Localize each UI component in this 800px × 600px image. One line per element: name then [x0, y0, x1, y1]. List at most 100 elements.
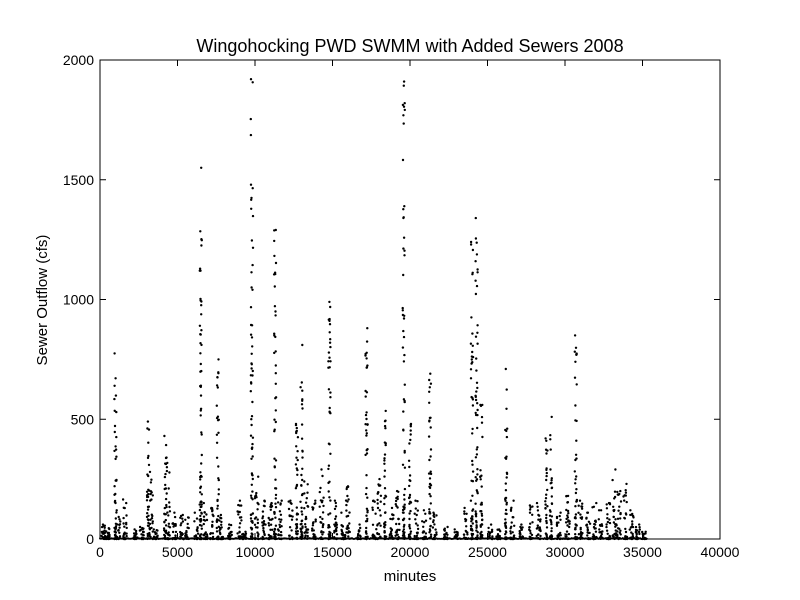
data-point	[290, 537, 294, 540]
data-point	[267, 533, 270, 537]
data-point	[574, 453, 578, 456]
data-point	[581, 502, 584, 505]
data-point	[594, 527, 597, 530]
data-point	[122, 534, 125, 537]
data-point	[573, 470, 576, 473]
data-point	[476, 271, 479, 274]
data-point	[471, 515, 474, 518]
data-point	[634, 530, 638, 534]
data-point	[550, 529, 553, 533]
data-point	[217, 477, 220, 480]
data-point	[617, 493, 620, 496]
data-point	[428, 390, 431, 393]
data-point	[215, 526, 218, 530]
data-point	[151, 494, 154, 497]
data-point	[403, 537, 407, 540]
data-point	[403, 487, 407, 491]
data-point	[443, 536, 447, 540]
data-point	[396, 497, 399, 501]
y-tick-label: 1500	[63, 172, 94, 188]
data-point	[474, 260, 477, 263]
data-point	[471, 432, 474, 435]
data-point	[250, 324, 254, 327]
data-point	[199, 394, 203, 397]
data-point	[313, 533, 316, 536]
data-point	[301, 449, 304, 452]
data-point	[403, 102, 406, 105]
data-point	[357, 537, 360, 540]
data-point	[273, 528, 277, 531]
data-point	[401, 306, 404, 310]
data-point	[429, 533, 433, 536]
data-point	[251, 455, 254, 458]
data-point	[513, 524, 516, 527]
data-point	[327, 490, 330, 493]
data-point	[125, 521, 128, 525]
data-point	[173, 537, 177, 541]
data-point	[262, 530, 266, 534]
data-point	[491, 537, 494, 541]
data-point	[575, 439, 578, 442]
data-point	[476, 386, 479, 390]
data-point	[575, 475, 578, 478]
data-point	[390, 534, 393, 538]
data-point	[151, 522, 154, 525]
data-point	[165, 466, 169, 469]
data-point	[199, 491, 202, 494]
data-point	[306, 537, 309, 540]
data-point	[327, 513, 330, 516]
data-point	[299, 500, 302, 503]
data-point	[567, 512, 570, 515]
data-point	[216, 499, 219, 503]
data-point	[365, 340, 369, 343]
data-point	[565, 508, 568, 512]
data-point	[518, 529, 521, 533]
data-point	[630, 531, 633, 534]
data-point	[249, 390, 252, 393]
data-point	[545, 516, 548, 520]
data-point	[179, 532, 183, 536]
data-point	[587, 531, 590, 535]
data-point	[148, 537, 152, 540]
data-point	[416, 527, 420, 531]
data-point	[200, 505, 203, 508]
data-point	[612, 505, 615, 508]
data-point	[504, 457, 508, 460]
data-point	[475, 381, 479, 384]
data-point	[173, 511, 176, 514]
data-point	[625, 500, 628, 504]
data-point	[471, 534, 474, 537]
data-point	[613, 508, 616, 512]
data-point	[304, 515, 308, 519]
data-point	[320, 468, 323, 471]
data-point	[122, 506, 126, 509]
data-point	[567, 537, 570, 540]
data-point	[539, 529, 542, 533]
data-point	[329, 452, 332, 455]
data-point	[274, 487, 277, 490]
data-point	[378, 509, 381, 512]
data-point	[200, 527, 203, 530]
data-point	[504, 525, 507, 528]
data-point	[314, 535, 317, 538]
data-point	[116, 523, 119, 526]
y-tick-label: 0	[86, 531, 94, 547]
data-point	[538, 527, 541, 530]
data-point	[204, 537, 207, 541]
data-point	[300, 403, 304, 406]
data-point	[250, 496, 253, 500]
data-point	[401, 313, 405, 317]
data-point	[428, 386, 431, 389]
data-point	[329, 305, 332, 309]
data-point	[327, 318, 330, 321]
data-point	[427, 435, 431, 438]
data-point	[384, 409, 387, 413]
data-point	[358, 523, 361, 526]
data-point	[249, 117, 252, 121]
data-point	[314, 520, 317, 523]
data-point	[125, 514, 128, 517]
data-point	[471, 470, 475, 473]
data-point	[402, 335, 406, 339]
data-point	[614, 523, 617, 526]
data-point	[629, 536, 632, 540]
